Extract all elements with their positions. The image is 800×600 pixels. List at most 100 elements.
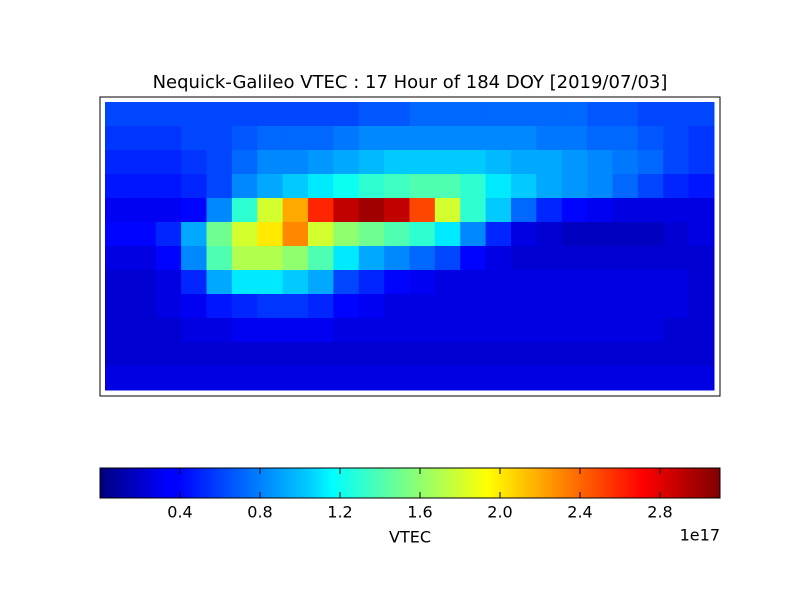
map-cell xyxy=(561,150,588,175)
map-cell xyxy=(181,174,207,199)
map-cell xyxy=(409,270,436,295)
map-cell xyxy=(155,342,182,367)
map-cell xyxy=(257,366,284,391)
colorbar-tick-label: 2.0 xyxy=(487,503,512,522)
map-cell xyxy=(105,222,131,247)
map-cell xyxy=(485,126,512,151)
map-cell xyxy=(333,150,360,175)
map-cell xyxy=(587,342,613,367)
map-cell xyxy=(384,198,410,223)
map-cell xyxy=(612,342,639,367)
map-cell xyxy=(358,174,385,199)
map-cell xyxy=(358,150,385,175)
map-cell xyxy=(587,102,613,127)
map-cell xyxy=(231,102,258,127)
map-cell xyxy=(536,198,563,223)
map-cell xyxy=(333,102,360,127)
map-cell xyxy=(384,342,410,367)
map-cell xyxy=(612,366,639,391)
map-cell xyxy=(460,246,487,271)
map-cell xyxy=(587,150,613,175)
map-cell xyxy=(206,102,233,127)
map-cell xyxy=(130,198,157,223)
map-cell xyxy=(358,270,385,295)
map-cell xyxy=(358,102,385,127)
map-cell xyxy=(612,246,639,271)
map-cell xyxy=(536,342,563,367)
map-cell xyxy=(358,294,385,319)
map-cell xyxy=(434,174,461,199)
map-cell xyxy=(358,198,385,223)
map-cell xyxy=(333,246,360,271)
map-cell xyxy=(130,342,157,367)
map-cell xyxy=(181,222,207,247)
map-cell xyxy=(688,342,715,367)
map-cell xyxy=(231,318,258,343)
map-cell xyxy=(105,198,131,223)
map-cell xyxy=(688,246,715,271)
map-cell xyxy=(663,366,690,391)
map-cell xyxy=(460,294,487,319)
map-cell xyxy=(663,126,690,151)
map-cell xyxy=(231,246,258,271)
map-cell xyxy=(434,318,461,343)
chart-title: Nequick-Galileo VTEC : 17 Hour of 184 DO… xyxy=(153,72,668,93)
map-cell xyxy=(663,102,690,127)
map-cell xyxy=(257,270,284,295)
map-cell xyxy=(663,150,690,175)
map-cell xyxy=(637,342,664,367)
map-cell xyxy=(257,318,284,343)
map-cell xyxy=(460,342,487,367)
map-cell xyxy=(561,342,588,367)
map-cell xyxy=(105,102,131,127)
map-cell xyxy=(257,222,284,247)
map xyxy=(105,102,715,391)
map-cell xyxy=(434,150,461,175)
map-cell xyxy=(688,150,715,175)
map-cell xyxy=(561,294,588,319)
map-cell xyxy=(333,126,360,151)
map-cell xyxy=(612,126,639,151)
map-cell xyxy=(587,366,613,391)
map-cell xyxy=(485,270,512,295)
map-cell xyxy=(358,222,385,247)
map-cell xyxy=(637,126,664,151)
map-cell xyxy=(308,150,334,175)
map-cell xyxy=(384,102,410,127)
colorbar-tick-label: 1.2 xyxy=(327,503,352,522)
map-cell xyxy=(536,126,563,151)
map-cell xyxy=(612,102,639,127)
map-cell xyxy=(308,366,334,391)
map-cell xyxy=(637,222,664,247)
map-cell xyxy=(561,270,588,295)
map-cell xyxy=(587,198,613,223)
map-cell xyxy=(308,318,334,343)
map-cell xyxy=(511,342,537,367)
map-cell xyxy=(587,270,613,295)
map-cell xyxy=(460,318,487,343)
map-cell xyxy=(181,198,207,223)
map-cell xyxy=(637,150,664,175)
map-cell xyxy=(358,126,385,151)
map-cell xyxy=(282,294,309,319)
map-cell xyxy=(612,174,639,199)
map-cell xyxy=(231,342,258,367)
map-cell xyxy=(485,318,512,343)
map-cell xyxy=(434,294,461,319)
map-cell xyxy=(333,366,360,391)
map-cell xyxy=(409,126,436,151)
map-cell xyxy=(409,102,436,127)
map-cell xyxy=(231,294,258,319)
map-cell xyxy=(511,270,537,295)
map-cell xyxy=(511,150,537,175)
map-cell xyxy=(460,222,487,247)
map-cell xyxy=(358,246,385,271)
map-cell xyxy=(460,366,487,391)
map-cell xyxy=(434,270,461,295)
map-cell xyxy=(637,174,664,199)
map-cell xyxy=(409,294,436,319)
map-cell xyxy=(561,174,588,199)
map-cell xyxy=(536,222,563,247)
map-cell xyxy=(688,126,715,151)
